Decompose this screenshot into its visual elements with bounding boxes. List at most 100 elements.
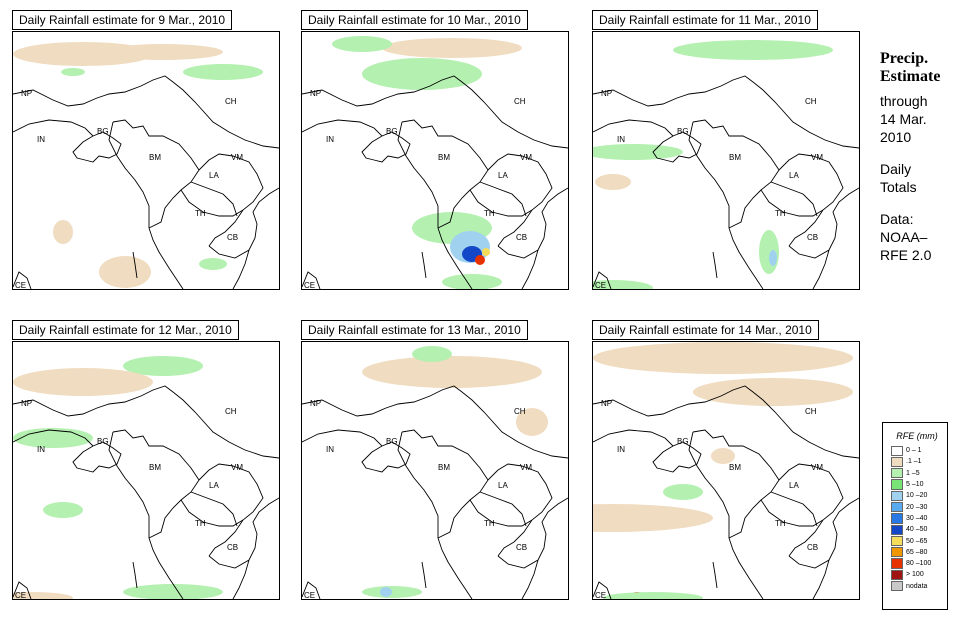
rain-patch	[103, 44, 223, 60]
rain-patch	[603, 592, 703, 599]
legend-item: 1 –5	[891, 468, 943, 479]
rain-patch	[693, 378, 853, 406]
country-labels: NP CH IN BG BM VM LA TH CB CE	[304, 89, 532, 289]
rain-patch	[769, 250, 777, 266]
caption-title-2: Estimate	[880, 68, 941, 85]
rainfall-areas	[13, 42, 263, 288]
label-la: LA	[498, 171, 508, 180]
country-borders	[13, 75, 279, 289]
label-ce: CE	[304, 281, 315, 289]
legend-item: 30 –40	[891, 513, 943, 524]
rain-patch	[595, 174, 631, 190]
label-np: NP	[21, 399, 32, 408]
legend-item: 20 –30	[891, 501, 943, 513]
label-th: TH	[484, 209, 495, 218]
legend-label: 20 –30	[906, 503, 928, 511]
rain-patch	[475, 255, 485, 265]
legend-item: > 100	[891, 569, 943, 581]
rainfall-map[interactable]: NP CH IN BG BM VM LA TH CB CE	[592, 31, 860, 290]
label-ce: CE	[304, 591, 315, 599]
label-bg: BG	[386, 127, 398, 136]
rainfall-areas	[593, 342, 853, 599]
rain-patch	[482, 248, 490, 256]
label-vm: VM	[811, 153, 823, 162]
rainfall-map[interactable]: NP CH IN BG BM VM LA TH CB CE	[301, 341, 569, 600]
legend-swatch	[891, 569, 903, 581]
legend-label: 0 – 1	[906, 447, 922, 455]
caption-totals: Totals	[880, 179, 917, 195]
rainfall-areas	[13, 356, 223, 599]
rain-patch	[759, 230, 779, 274]
legend-label: 40 –50	[906, 526, 928, 534]
rfe-legend: RFE (mm) 0 – 1 .1 –1 1 –5 5 –10 10 –20 20 –30…	[882, 422, 948, 610]
legend-swatch	[891, 445, 903, 456]
rain-patch	[442, 274, 502, 289]
rain-patch	[13, 368, 153, 396]
legend-label: 5 –10	[906, 481, 924, 489]
legend-item: 50 –65	[891, 535, 943, 547]
map-panel-13-mar: Daily Rainfall estimate for 13 Mar., 201…	[301, 320, 569, 600]
label-th: TH	[775, 209, 786, 218]
label-la: LA	[789, 481, 799, 490]
country-labels: NP CH IN BG BM VM LA TH CB CE	[15, 399, 243, 599]
label-ce: CE	[595, 281, 606, 289]
label-cb: CB	[516, 543, 527, 552]
legend-item: 80 –100	[891, 558, 943, 569]
label-la: LA	[789, 171, 799, 180]
legend-swatch	[891, 558, 903, 569]
caption-source: NOAA–	[880, 229, 928, 245]
label-np: NP	[601, 89, 612, 98]
legend-item: 10 –20	[891, 490, 943, 501]
caption-year: 2010	[880, 129, 912, 145]
rain-patch	[382, 38, 522, 58]
legend-item: 65 –80	[891, 547, 943, 558]
caption-title-1: Precip.	[880, 50, 929, 67]
rain-patch	[183, 64, 263, 80]
country-labels: NP CH IN BG BM VM LA TH CB CE	[595, 89, 823, 289]
legend-item: nodata	[891, 581, 943, 592]
label-cb: CB	[516, 233, 527, 242]
label-bm: BM	[729, 153, 741, 162]
side-caption: Precip. Estimate through 14 Mar. 2010 Da…	[880, 50, 965, 264]
panel-title: Daily Rainfall estimate for 11 Mar., 201…	[592, 10, 818, 30]
country-labels: NP CH IN BG BM VM LA TH CB CE	[304, 399, 532, 599]
label-bg: BG	[386, 437, 398, 446]
legend-label: 10 –20	[906, 492, 928, 500]
rainfall-map[interactable]: NP CH IN BG BM VM LA TH CB CE	[592, 341, 860, 600]
rain-patch	[663, 484, 703, 500]
legend-swatch	[891, 501, 903, 513]
rain-patch	[380, 587, 392, 597]
label-la: LA	[498, 481, 508, 490]
label-bm: BM	[438, 463, 450, 472]
rain-patch	[332, 36, 392, 52]
label-in: IN	[617, 445, 625, 454]
label-vm: VM	[520, 463, 532, 472]
legend-item: .1 –1	[891, 456, 943, 468]
panel-title: Daily Rainfall estimate for 13 Mar., 201…	[301, 320, 528, 340]
legend-item: 5 –10	[891, 479, 943, 490]
rain-patch	[362, 356, 542, 388]
rain-patch	[516, 408, 548, 436]
panel-title: Daily Rainfall estimate for 14 Mar., 201…	[592, 320, 819, 340]
label-bm: BM	[729, 463, 741, 472]
label-np: NP	[21, 89, 32, 98]
legend-swatch	[891, 513, 903, 524]
legend-swatch	[891, 456, 903, 468]
map-panel-10-mar: Daily Rainfall estimate for 10 Mar., 201…	[301, 10, 569, 290]
rain-patch	[593, 342, 853, 374]
rainfall-areas	[362, 346, 548, 598]
label-np: NP	[601, 399, 612, 408]
rain-patch	[593, 144, 683, 160]
legend-swatch	[891, 547, 903, 558]
label-in: IN	[37, 135, 45, 144]
rainfall-map[interactable]: NP CH IN BG BM VM LA TH CB CE	[12, 341, 280, 600]
label-th: TH	[775, 519, 786, 528]
rainfall-map[interactable]: NP CH IN BG BM VM LA TH CB CE	[301, 31, 569, 290]
label-cb: CB	[227, 543, 238, 552]
label-cb: CB	[807, 233, 818, 242]
rainfall-map[interactable]: NP CH IN BG BM VM LA TH CB CE	[12, 31, 280, 290]
legend-label: 30 –40	[906, 514, 928, 522]
rain-patch	[199, 258, 227, 270]
country-borders	[13, 385, 279, 599]
label-vm: VM	[811, 463, 823, 472]
